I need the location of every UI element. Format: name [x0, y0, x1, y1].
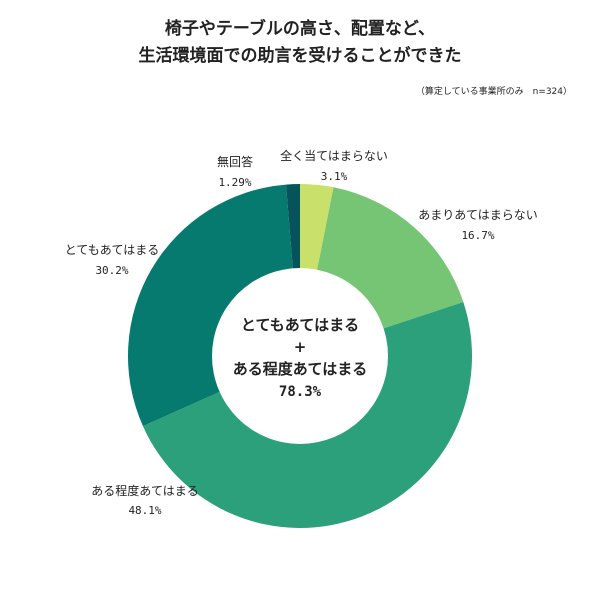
chart-title: 椅子やテーブルの高さ、配置など、 生活環境面での助言を受けることができた — [0, 16, 600, 70]
label-very-much: とてもあてはまる — [65, 243, 160, 257]
chart-title-line1: 椅子やテーブルの高さ、配置など、 — [164, 19, 436, 39]
label-no-answer: 無回答 — [217, 154, 253, 169]
value-not-much: 16.7% — [461, 229, 494, 242]
value-very-much: 30.2% — [95, 264, 128, 277]
label-not-much: あまりあてはまらない — [418, 208, 538, 222]
sample-note: （算定している事業所のみ n=324） — [415, 87, 572, 97]
center-value: 78.3% — [279, 384, 322, 400]
center-label-plus: + — [294, 338, 307, 356]
center-label-line3: ある程度あてはまる — [233, 360, 367, 378]
value-somewhat: 48.1% — [128, 504, 161, 517]
center-label-line1: とてもあてはまる — [241, 316, 359, 334]
chart-title-line2: 生活環境面での助言を受けることができた — [138, 46, 462, 66]
donut-hole — [212, 268, 388, 444]
label-somewhat: ある程度あてはまる — [91, 483, 199, 498]
value-no-answer: 1.29% — [218, 176, 251, 189]
label-not-at-all: 全く当てはまらない — [280, 148, 388, 163]
value-not-at-all: 3.1% — [321, 170, 348, 183]
